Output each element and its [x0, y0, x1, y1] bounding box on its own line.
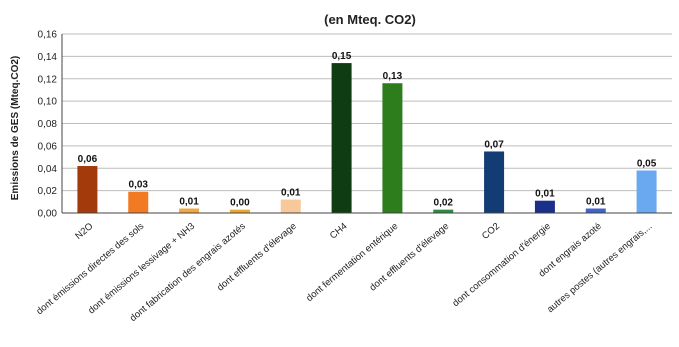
- chart-title: (en Mteq. CO2): [324, 12, 416, 27]
- y-tick-label: 0,10: [38, 97, 58, 108]
- y-tick-label: 0,08: [38, 119, 58, 130]
- data-label: 0,00: [230, 198, 250, 209]
- y-tick-label: 0,02: [38, 186, 58, 197]
- bar: [382, 83, 403, 213]
- data-label: 0,15: [332, 51, 352, 62]
- y-tick-label: 0,14: [38, 52, 58, 63]
- data-labels: 0,06 0,03 0,01 0,00 0,01 0,15 0,13 0,02 0,07 0,01…: [78, 51, 657, 209]
- x-tick-label: dont émissions lessivage + NH3: [86, 221, 197, 316]
- data-label: 0,02: [434, 198, 454, 209]
- data-label: 0,13: [383, 71, 403, 82]
- bars: [77, 63, 657, 214]
- y-tick-label: 0,06: [38, 141, 58, 152]
- x-tick-label: CH4: [328, 221, 350, 242]
- x-tick-label: autres postes (autres engrais,...: [545, 221, 654, 315]
- x-tick-label: dont fermentation entérique: [304, 221, 400, 304]
- y-tick-label: 0,16: [38, 30, 58, 41]
- y-axis-label: Emissions de GES (Mteq.CO2): [10, 56, 21, 200]
- y-tick-label: 0,12: [38, 74, 58, 85]
- bar: [585, 208, 606, 213]
- data-label: 0,06: [78, 154, 98, 165]
- x-tick-label: dont consommation d'énergie: [451, 221, 553, 309]
- bar: [636, 170, 657, 213]
- y-tick-label: 0,04: [38, 164, 58, 175]
- data-label: 0,05: [637, 158, 657, 169]
- bar: [77, 166, 98, 213]
- y-tick-label: 0,00: [38, 209, 58, 220]
- bar: [280, 199, 301, 213]
- data-label: 0,01: [281, 188, 301, 199]
- x-tick-label: N2O: [73, 221, 95, 242]
- bar: [484, 151, 505, 213]
- bar: [534, 200, 555, 213]
- data-label: 0,01: [179, 197, 199, 208]
- x-tick-label: dont émissions directes des sols: [34, 221, 146, 317]
- data-label: 0,01: [535, 189, 555, 200]
- bar: [179, 208, 200, 213]
- x-tick-label: CO2: [480, 221, 502, 242]
- bar: [433, 209, 454, 213]
- bar: [229, 209, 250, 213]
- data-label: 0,03: [129, 180, 149, 191]
- data-label: 0,01: [586, 197, 606, 208]
- bar: [331, 63, 352, 214]
- bar: [128, 191, 149, 213]
- grid: [62, 33, 672, 214]
- data-label: 0,07: [484, 139, 504, 150]
- y-axis-ticks: 0,00 0,02 0,04 0,06 0,08 0,10 0,12 0,14 0,16: [38, 30, 58, 220]
